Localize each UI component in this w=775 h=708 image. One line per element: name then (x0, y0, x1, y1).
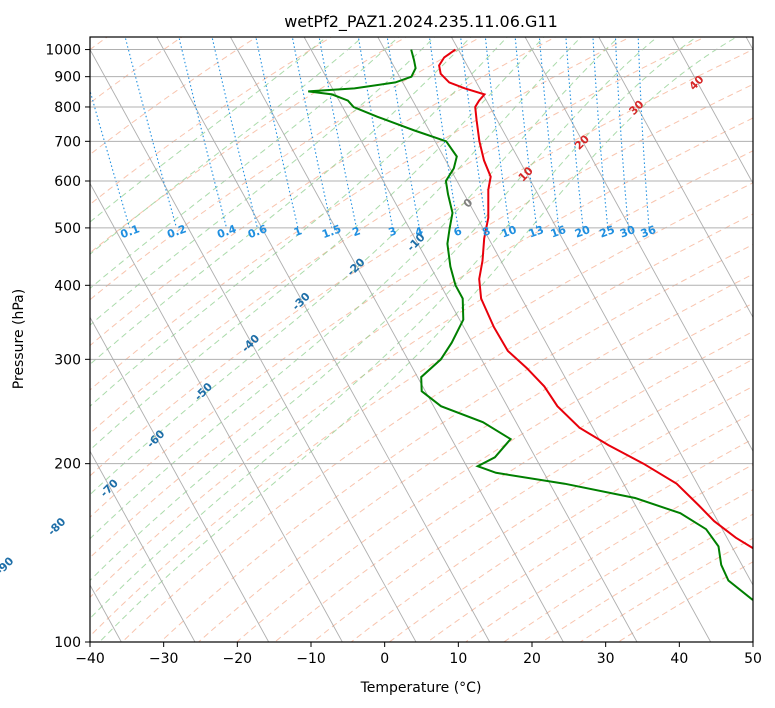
x-tick-label: 20 (523, 651, 541, 667)
mixing-ratio-line (124, 37, 178, 229)
mixing-ratio-label: 0.2 (165, 222, 188, 241)
moist-adiabat (90, 37, 328, 223)
y-tick-label: 500 (54, 221, 81, 237)
y-tick-label: 100 (54, 635, 81, 651)
x-tick-label: 50 (744, 651, 762, 667)
dry-adiabat (90, 117, 753, 559)
x-tick-label: −30 (149, 651, 179, 667)
background-lines (90, 37, 753, 642)
isotherm-line (524, 37, 753, 453)
mixing-ratio-label: 20 (573, 223, 592, 241)
mixing-ratio-label: 36 (639, 223, 658, 241)
mixing-ratio-label: 30 (618, 223, 637, 241)
isotherm-line (229, 37, 564, 642)
mixing-ratio-label: 16 (549, 223, 568, 241)
mixing-ratio-label: 3 (387, 224, 399, 239)
dry-adiabat (312, 358, 753, 642)
x-tick-label: 40 (670, 651, 688, 667)
isotherm-line (303, 37, 638, 642)
isotherm-line (377, 37, 712, 642)
y-tick-label: 800 (54, 100, 81, 116)
x-tick-label: −20 (223, 651, 253, 667)
mixing-ratio-label: 0.6 (246, 222, 269, 241)
moist-adiabat (90, 37, 400, 289)
mixing-ratio-label: 8 (480, 224, 492, 239)
mixing-ratio-line (637, 37, 650, 228)
mixing-ratio-line (178, 37, 228, 229)
mixing-ratio-label: 1.5 (320, 222, 343, 241)
dry-adiabat (90, 182, 753, 637)
isotherm-line (90, 182, 343, 642)
moist-adiabat (90, 37, 364, 255)
moist-adiabat (90, 37, 620, 540)
x-axis: −40 −30 −20 −10 0 10 20 30 40 50 (75, 642, 762, 667)
isotherm-line (156, 37, 491, 642)
moist-adiabat (90, 37, 436, 326)
y-tick-label: 900 (54, 70, 81, 86)
moist-adiabat (90, 37, 472, 366)
x-axis-title: Temperature (°C) (360, 680, 482, 696)
mixing-ratio-label: 0.4 (215, 222, 238, 241)
y-tick-label: 600 (54, 174, 81, 190)
mixing-ratio-label: 4 (413, 224, 425, 239)
isotherm-line (90, 450, 196, 642)
dry-adiabat (197, 273, 753, 642)
mixing-ratio-label: 25 (598, 223, 617, 240)
x-tick-label: −10 (296, 651, 326, 667)
mixing-ratio-label: 13 (527, 223, 546, 240)
isotherm-line (90, 48, 417, 642)
dry-adiabat (350, 385, 753, 642)
moist-adiabat (90, 37, 582, 496)
plot-frame (89, 36, 754, 643)
x-tick-label: 0 (380, 651, 389, 667)
mixing-ratio-line (255, 37, 299, 229)
y-tick-label: 300 (54, 352, 81, 368)
x-tick-label: 10 (449, 651, 467, 667)
y-tick-label: 400 (54, 278, 81, 294)
isotherm-line (671, 37, 753, 185)
mixing-ratio-line (318, 37, 358, 229)
mixing-ratio-label: 0.1 (119, 222, 142, 241)
mixing-ratio-line (211, 37, 258, 229)
dewpoint-profile (308, 49, 753, 602)
isotherm-line (90, 316, 270, 642)
y-tick-label: 200 (54, 457, 81, 473)
mixing-ratio-label: 1 (292, 224, 304, 239)
moist-adiabat (98, 37, 738, 642)
mixing-ratio-line (291, 37, 333, 229)
x-tick-label: 30 (597, 651, 615, 667)
dry-adiabat (90, 83, 753, 518)
dry-adiabat (159, 243, 753, 642)
y-tick-label: 1000 (45, 43, 81, 59)
y-axis-title: Pressure (hPa) (11, 289, 27, 389)
chart-title: wetPf2_PAZ1.2024.235.11.06.G11 (284, 12, 558, 32)
profile-lines (308, 48, 753, 602)
moist-adiabat (90, 37, 659, 582)
y-tick-label: 700 (54, 134, 81, 150)
dry-adiabat (90, 49, 753, 477)
x-tick-label: −40 (75, 651, 105, 667)
y-axis: 1000 900 800 700 600 500 400 300 200 100 (45, 43, 90, 651)
isotherm-line (598, 37, 753, 319)
mixing-ratio-label: 10 (500, 223, 519, 241)
mixing-ratio-label: 6 (452, 224, 464, 239)
moist-adiabat (90, 37, 545, 451)
isotherm-line (450, 37, 753, 586)
temperature-profile (438, 48, 753, 550)
dry-adiabat (90, 150, 753, 598)
moist-adiabat (90, 37, 508, 407)
mixing-ratio-label: 2 (351, 224, 363, 239)
